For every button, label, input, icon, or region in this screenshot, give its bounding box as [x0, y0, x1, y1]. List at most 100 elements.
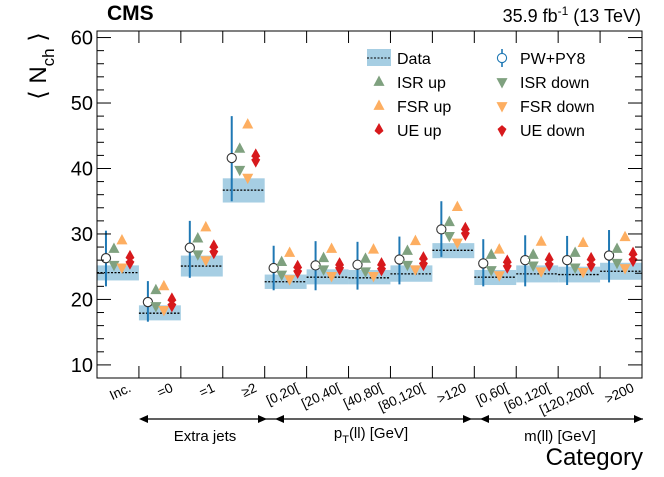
x-tick-label-5: [20,40[ — [299, 380, 343, 411]
isr-up-point-12 — [611, 242, 623, 253]
fsr-down-point-12 — [619, 264, 631, 275]
ue-down-point-5 — [335, 263, 345, 276]
data-band-3 — [222, 178, 265, 203]
fsr-up-point-10 — [535, 235, 547, 246]
pwpy8-point-8 — [436, 224, 447, 235]
fsr-down-point-9 — [493, 271, 505, 282]
isr-up-point-6 — [359, 252, 372, 263]
pwpy8-point-2 — [184, 242, 195, 253]
x-tick-label-3: ≥2 — [239, 380, 259, 400]
lumi-label: 35.9 fb-1 (13 TeV) — [503, 4, 641, 26]
isr-up-point-3 — [234, 142, 246, 153]
isr-up-point-5 — [318, 251, 330, 263]
isr-up-point-7 — [401, 244, 413, 255]
ue-up-point-10 — [544, 251, 554, 264]
legend-pwpy8-marker — [496, 52, 508, 64]
ue-down-point-8 — [460, 229, 470, 241]
group-label-extra-jets: Extra jets — [174, 428, 237, 445]
group-arrow-left-0 — [139, 415, 148, 423]
fsr-down-point-2 — [200, 256, 212, 267]
data-bands — [97, 178, 642, 321]
ue-down-point-9 — [502, 261, 512, 274]
ue-up-point-0 — [125, 249, 135, 262]
y-tick-label-20: 20 — [71, 289, 93, 311]
fsr-up-point-9 — [493, 243, 505, 254]
pwpy8-point-4 — [268, 262, 279, 274]
ue-down-point-0 — [125, 257, 135, 270]
isr-down-point-9 — [485, 266, 497, 277]
y-tick-label-30: 30 — [71, 224, 93, 246]
group-label-mll: m(ll) [GeV] — [524, 428, 596, 445]
fsr-up-point-3 — [242, 118, 254, 129]
pwpy8-point-3 — [226, 152, 237, 164]
fsr-up-point-7 — [409, 234, 421, 246]
fsr-down-point-1 — [158, 306, 170, 317]
ue-up-point-6 — [377, 257, 386, 269]
x-tick-label-8: >120 — [435, 380, 469, 406]
cms-label: CMS — [107, 2, 154, 25]
legend-isr_down-label: ISR down — [520, 75, 589, 92]
prediction-markers — [100, 116, 638, 322]
isr-down-point-1 — [150, 302, 162, 313]
pwpy8-point-7 — [394, 254, 405, 265]
isr-down-point-4 — [276, 270, 288, 282]
isr-up-point-1 — [150, 283, 162, 295]
data-band-11 — [558, 266, 601, 283]
data-band-10 — [516, 265, 559, 283]
isr-up-point-8 — [443, 215, 455, 227]
group-arrow-right-1 — [463, 415, 472, 423]
legend-fsr_down-label: FSR down — [520, 99, 595, 116]
group-arrow-left-2 — [480, 415, 489, 423]
legend-fsr_down-marker — [496, 102, 508, 113]
ue-up-point-4 — [293, 259, 303, 272]
ue-down-point-6 — [377, 264, 386, 277]
isr-down-point-10 — [527, 261, 539, 272]
legend-ue_down-marker — [497, 125, 507, 137]
legend-ue_down-label: UE down — [520, 123, 585, 140]
legend-isr_down-marker — [496, 78, 508, 89]
isr-up-point-9 — [485, 248, 497, 259]
isr-down-point-8 — [443, 232, 455, 243]
ue-up-point-8 — [460, 221, 470, 234]
fsr-down-point-5 — [326, 271, 338, 283]
isr-down-point-11 — [569, 263, 581, 274]
ue-up-point-7 — [418, 251, 428, 264]
data-band-7 — [390, 265, 433, 282]
y-tick-label-60: 60 — [71, 28, 93, 50]
legend-fsr_up-marker — [373, 99, 385, 110]
fsr-up-point-12 — [619, 230, 631, 242]
ue-up-point-1 — [167, 292, 177, 305]
y-axis: 10 20 30 40 50 60 — [71, 28, 642, 379]
pwpy8-point-12 — [603, 250, 615, 261]
fsr-down-point-8 — [451, 238, 463, 249]
ue-down-point-1 — [167, 300, 177, 313]
pwpy8-point-11 — [561, 255, 573, 266]
fsr-up-point-1 — [158, 279, 170, 291]
legend-isr_up-label: ISR up — [397, 75, 446, 92]
data-band-0 — [97, 265, 139, 281]
fsr-up-point-0 — [116, 234, 128, 245]
category-groups: Extra jets pT(ll) [GeV] m(ll) [GeV] — [139, 415, 643, 446]
legend-isr_up-marker — [373, 75, 385, 86]
fsr-down-point-0 — [116, 263, 128, 274]
fsr-up-point-11 — [577, 236, 589, 248]
x-tick-label-12: >200 — [602, 380, 636, 406]
fsr-down-point-10 — [535, 267, 547, 278]
group-label-pt: pT(ll) [GeV] — [334, 425, 408, 446]
group-arrow-left-1 — [275, 415, 284, 423]
y-axis-title: ⟨ Nch ⟩ — [25, 32, 58, 99]
x-tick-label-7: [80,120[ — [376, 380, 427, 414]
ue-down-point-4 — [293, 267, 303, 279]
isr-down-point-5 — [318, 265, 330, 276]
isr-up-point-11 — [569, 246, 581, 257]
isr-down-point-0 — [108, 260, 120, 272]
ue-down-point-3 — [251, 155, 261, 168]
isr-up-point-0 — [108, 242, 120, 253]
pwpy8-point-1 — [142, 296, 154, 308]
isr-up-point-4 — [276, 255, 288, 267]
isr-up-point-10 — [527, 248, 539, 259]
x-tick-label-2: =1 — [197, 380, 217, 400]
ue-up-point-12 — [628, 246, 638, 259]
ue-up-point-2 — [209, 239, 219, 252]
